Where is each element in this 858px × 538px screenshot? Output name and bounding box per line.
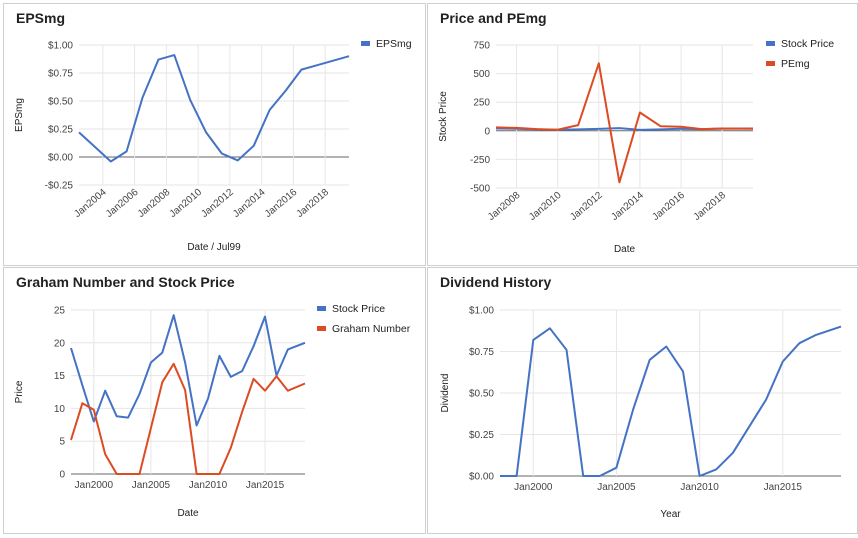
y-tick-label: 0 bbox=[484, 126, 490, 137]
y-tick-label: 25 bbox=[54, 306, 66, 317]
chart-title: Dividend History bbox=[440, 274, 551, 290]
y-tick-label: $0.00 bbox=[48, 153, 73, 164]
x-axis-title: Date bbox=[614, 244, 636, 255]
legend-swatch bbox=[317, 326, 326, 331]
x-tick-label: Jan2015 bbox=[246, 480, 285, 491]
x-axis-title: Date / Jul99 bbox=[187, 242, 241, 253]
graham-number-chart: Graham Number and Stock Price2520151050J… bbox=[14, 274, 411, 519]
graham-number-chart-panel: Graham Number and Stock Price 25 20 15 10 5 0 J… bbox=[3, 267, 426, 534]
x-tick-label: Jan2012 bbox=[568, 190, 605, 223]
x-tick-label: Jan2010 bbox=[189, 480, 228, 491]
y-tick-label: 0 bbox=[59, 470, 65, 481]
epsmg-chart: EPSmg$1.00$0.75$0.50$0.25$0.00-$0.25Jan2… bbox=[14, 10, 412, 253]
legend-label: Graham Number bbox=[332, 323, 411, 335]
y-axis-title: Dividend bbox=[440, 374, 451, 413]
x-axis-title: Year bbox=[660, 509, 681, 520]
y-tick-label: $1.00 bbox=[469, 306, 494, 317]
legend-swatch bbox=[361, 41, 370, 46]
y-tick-label: -500 bbox=[470, 184, 490, 195]
y-tick-label: 250 bbox=[473, 98, 490, 109]
x-tick-label: Jan2014 bbox=[231, 187, 268, 220]
dividend-history-chart-panel: Dividend History $1.00 $0.75 $0.50 $0.25 $0.0… bbox=[427, 267, 858, 534]
y-tick-label: 15 bbox=[54, 371, 66, 382]
series-line-pemg bbox=[495, 62, 754, 184]
y-tick-label: $0.25 bbox=[469, 430, 494, 441]
y-axis-title: Stock Price bbox=[438, 91, 449, 142]
y-tick-label: 500 bbox=[473, 69, 490, 80]
chart-title: Price and PEmg bbox=[440, 10, 547, 26]
y-tick-label: 20 bbox=[54, 338, 66, 349]
y-axis-title: Price bbox=[14, 380, 25, 403]
x-tick-label: Jan2016 bbox=[651, 190, 688, 223]
y-tick-label: $0.75 bbox=[48, 69, 73, 80]
epsmg-chart-panel: EPSmg $1.00 $0.75 $0.50 $0.25 $0.00 -$0.25 Jan2… bbox=[3, 3, 426, 266]
legend-swatch bbox=[317, 306, 326, 311]
x-tick-label: Jan2005 bbox=[597, 482, 636, 493]
y-tick-label: $0.50 bbox=[469, 389, 494, 400]
y-tick-label: $0.50 bbox=[48, 97, 73, 108]
dividend-history-chart: Dividend History $1.00 $0.75 $0.50 $0.25 $0.0… bbox=[440, 274, 842, 520]
x-tick-label: Jan2016 bbox=[263, 187, 300, 220]
y-tick-label: 10 bbox=[54, 404, 66, 415]
x-tick-label: Jan2000 bbox=[75, 480, 114, 491]
legend-swatch bbox=[766, 61, 775, 66]
x-tick-label: Jan2004 bbox=[72, 187, 109, 220]
series-line-graham-number bbox=[70, 362, 306, 475]
legend-label: Stock Price bbox=[332, 303, 385, 315]
x-tick-label: Jan2000 bbox=[514, 482, 553, 493]
y-tick-label: $0.25 bbox=[48, 125, 73, 136]
series-line-stock-price bbox=[70, 314, 306, 427]
y-tick-label: $1.00 bbox=[48, 41, 73, 52]
y-tick-label: -250 bbox=[470, 155, 490, 166]
chart-title: EPSmg bbox=[16, 10, 65, 26]
x-tick-label: Jan2018 bbox=[295, 187, 332, 220]
x-tick-label: Jan2012 bbox=[199, 187, 236, 220]
price-pemg-chart-panel: Price and PEmg 750 500 250 0 -250 -500 Jan2008 J… bbox=[427, 3, 858, 266]
x-tick-label: Jan2010 bbox=[527, 190, 564, 223]
x-tick-label: Jan2006 bbox=[104, 187, 141, 220]
x-axis-title: Date bbox=[177, 508, 199, 519]
y-tick-label: -$0.25 bbox=[45, 181, 74, 192]
x-tick-label: Jan2014 bbox=[609, 190, 646, 223]
legend-swatch bbox=[766, 41, 775, 46]
x-tick-label: Jan2015 bbox=[764, 482, 803, 493]
x-tick-label: Jan2008 bbox=[136, 187, 173, 220]
legend-label: Stock Price bbox=[781, 38, 834, 50]
legend-label: PEmg bbox=[781, 58, 810, 70]
series-line-epsmg bbox=[78, 54, 350, 163]
x-tick-label: Jan2005 bbox=[132, 480, 171, 491]
x-tick-label: Jan2008 bbox=[486, 190, 523, 223]
x-tick-label: Jan2010 bbox=[680, 482, 719, 493]
x-tick-label: Jan2010 bbox=[168, 187, 205, 220]
series-line-dividend bbox=[500, 325, 842, 477]
chart-title: Graham Number and Stock Price bbox=[16, 274, 235, 290]
y-tick-label: 750 bbox=[473, 41, 490, 52]
legend-label: EPSmg bbox=[376, 38, 412, 50]
x-tick-label: Jan2018 bbox=[692, 190, 729, 223]
y-tick-label: $0.75 bbox=[469, 347, 494, 358]
y-axis-title: EPSmg bbox=[14, 98, 25, 132]
y-tick-label: $0.00 bbox=[469, 472, 494, 483]
y-tick-label: 5 bbox=[59, 437, 65, 448]
